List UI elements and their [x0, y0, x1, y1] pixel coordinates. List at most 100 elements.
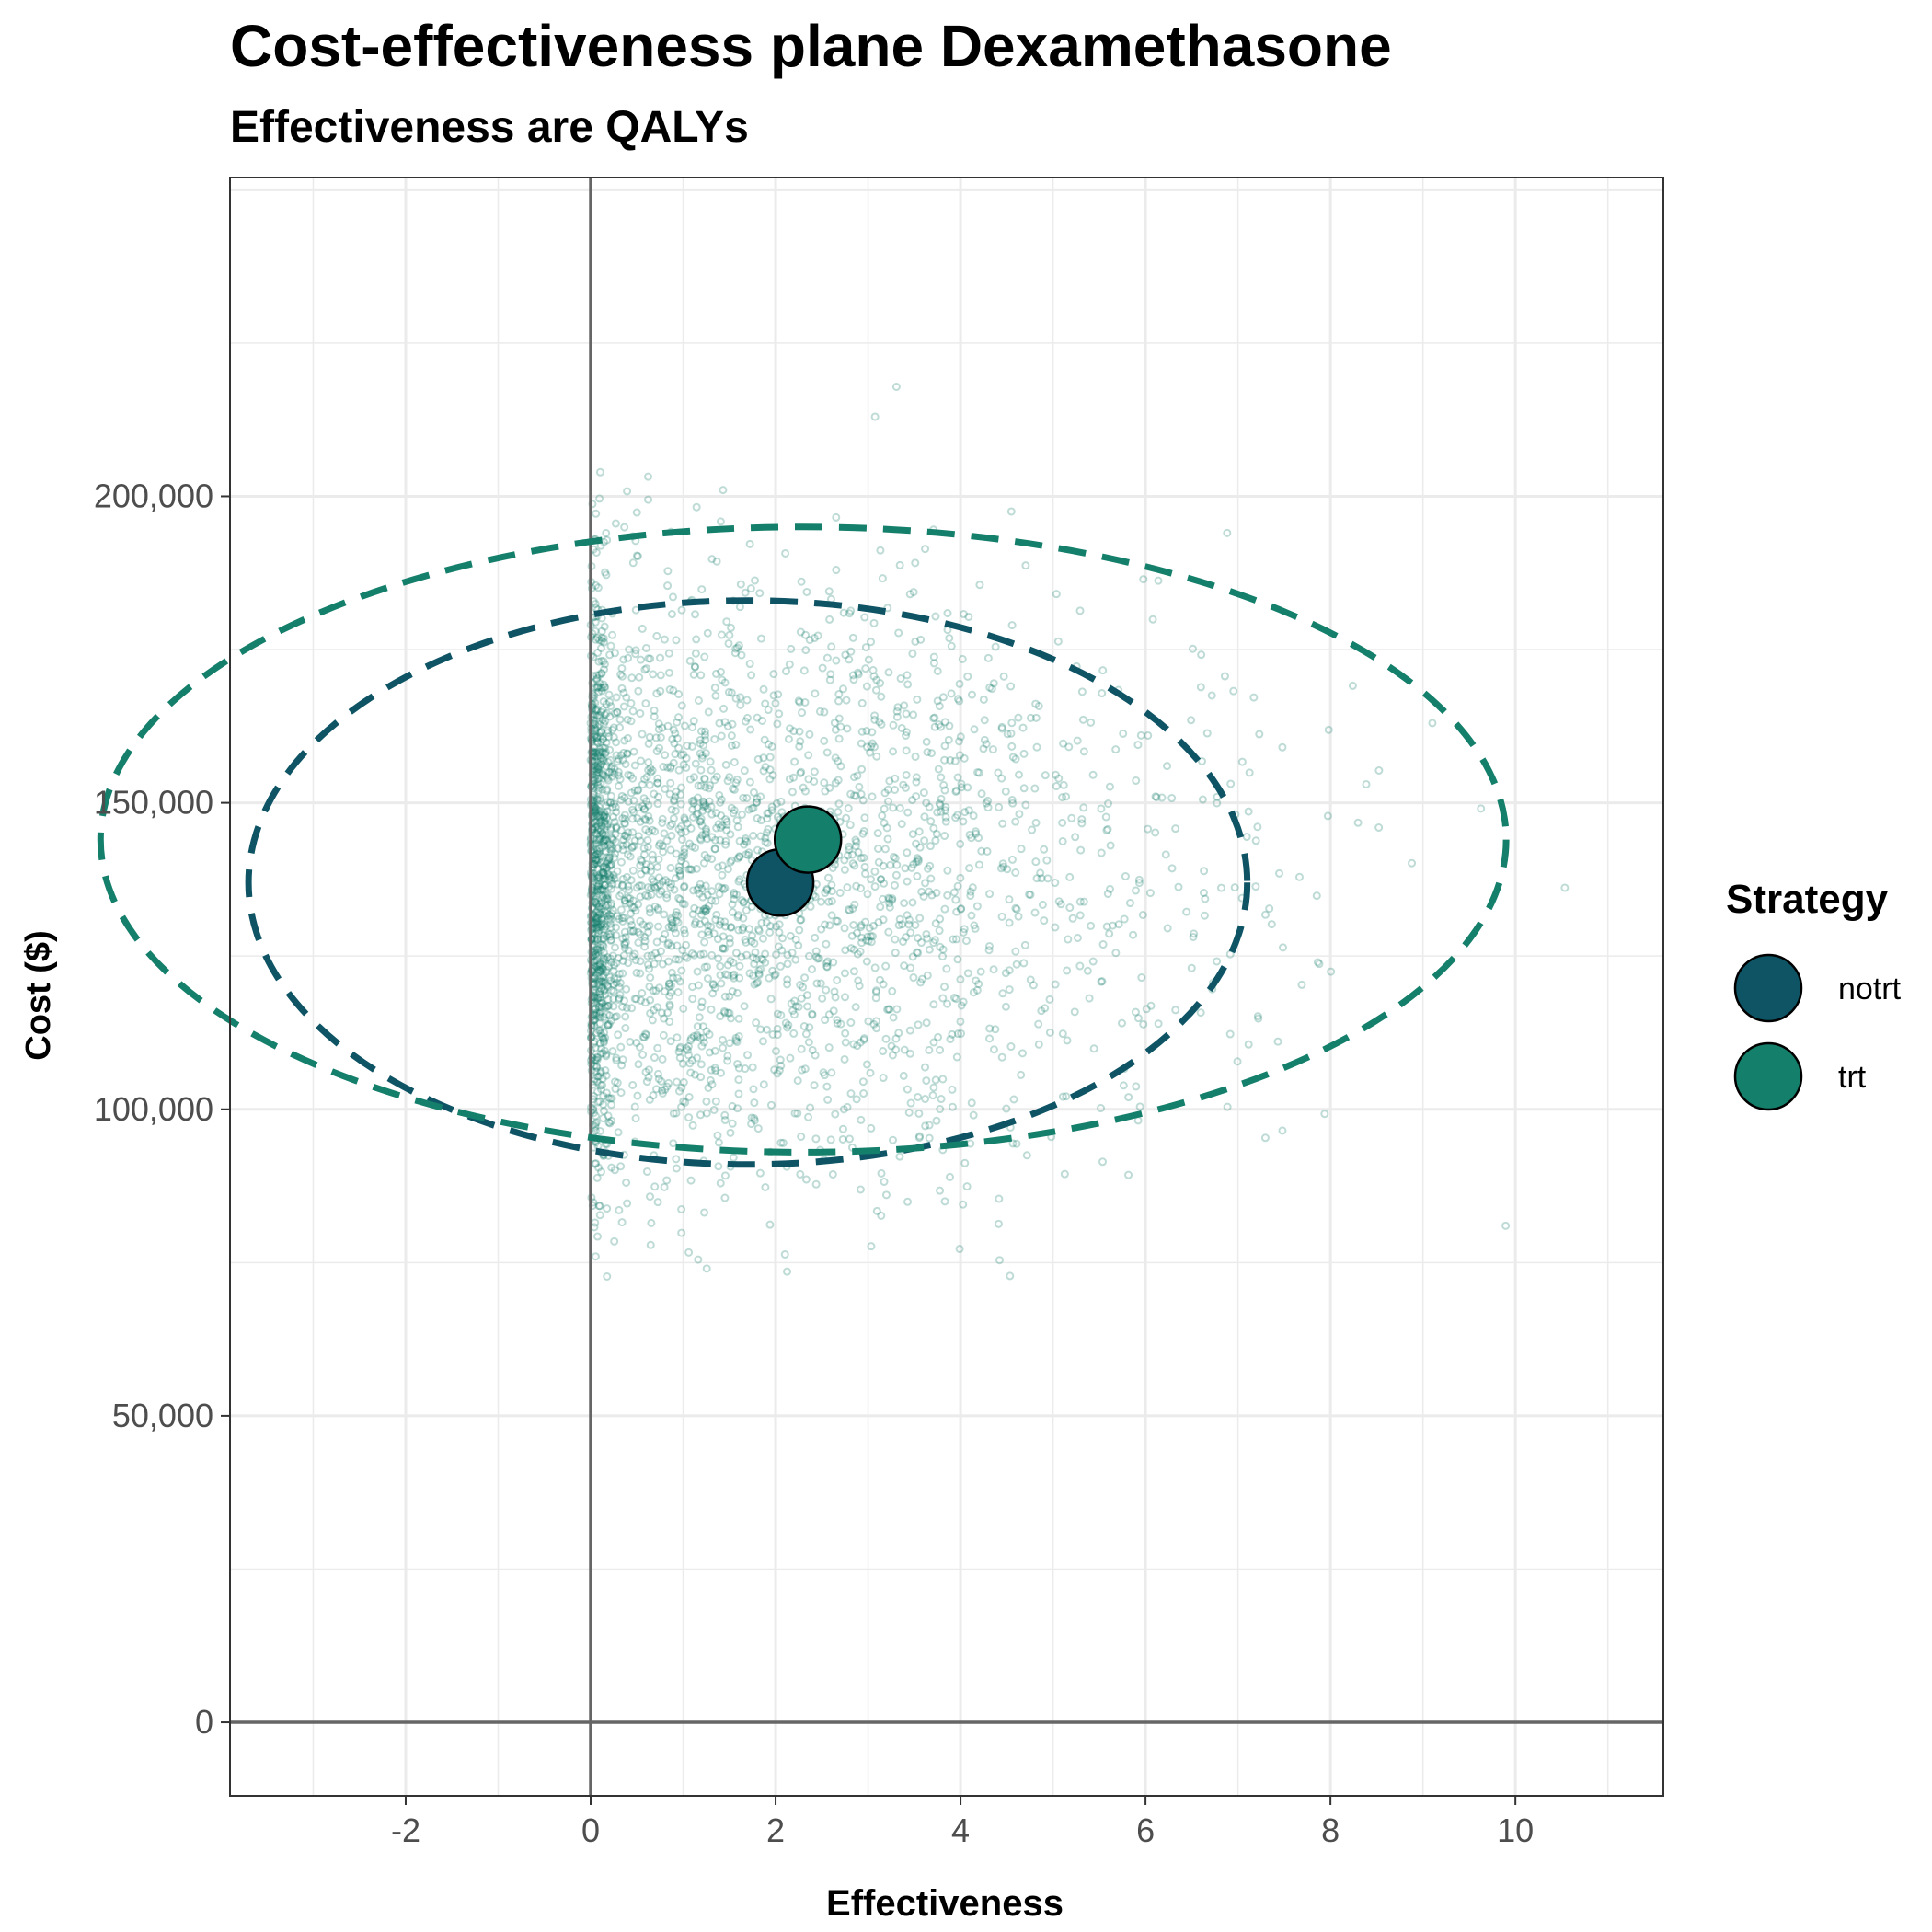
- psa-point: [936, 1186, 945, 1195]
- psa-point: [957, 1001, 966, 1010]
- psa-point: [849, 945, 858, 954]
- psa-point: [592, 733, 602, 742]
- psa-point: [1078, 715, 1087, 724]
- psa-point: [604, 961, 614, 971]
- psa-point: [593, 1072, 603, 1081]
- psa-point: [600, 861, 609, 870]
- psa-point: [1111, 949, 1121, 958]
- psa-point: [1171, 824, 1180, 834]
- psa-point: [969, 811, 978, 821]
- psa-point: [665, 789, 674, 799]
- mean-point-trt: [773, 805, 843, 874]
- psa-point: [599, 953, 608, 962]
- psa-point: [725, 1039, 734, 1048]
- psa-point: [684, 1248, 694, 1257]
- psa-point: [595, 900, 604, 909]
- psa-point: [672, 849, 681, 858]
- psa-point: [745, 539, 754, 548]
- psa-point: [607, 772, 616, 781]
- psa-point: [609, 870, 618, 880]
- psa-point: [667, 915, 676, 925]
- psa-point: [758, 1037, 767, 1046]
- psa-point: [1053, 637, 1063, 646]
- psa-point: [604, 690, 614, 699]
- psa-point: [610, 974, 619, 983]
- psa-point: [647, 1218, 656, 1227]
- psa-point: [605, 976, 615, 985]
- psa-point: [651, 986, 661, 995]
- psa-point: [703, 974, 712, 983]
- psa-point: [1098, 666, 1108, 675]
- psa-point: [638, 624, 647, 633]
- psa-point: [606, 876, 615, 885]
- psa-point: [729, 1153, 738, 1162]
- psa-point: [627, 698, 636, 707]
- psa-point: [958, 654, 967, 663]
- psa-point: [688, 983, 697, 992]
- psa-point: [864, 937, 873, 946]
- psa-point: [757, 954, 766, 963]
- psa-point: [1154, 576, 1163, 585]
- psa-point: [888, 895, 897, 904]
- psa-point: [799, 983, 808, 992]
- psa-point: [711, 896, 720, 905]
- psa-point: [861, 643, 870, 652]
- psa-point: [644, 654, 653, 663]
- psa-point: [592, 917, 601, 926]
- psa-point: [689, 796, 698, 805]
- psa-point: [650, 827, 660, 836]
- psa-point: [773, 1069, 782, 1078]
- psa-point: [929, 938, 938, 948]
- psa-point: [603, 1019, 612, 1029]
- psa-point: [594, 902, 604, 911]
- psa-point: [624, 946, 633, 955]
- psa-point: [1223, 528, 1232, 537]
- psa-point: [972, 902, 982, 911]
- psa-point: [931, 612, 940, 621]
- psa-point: [596, 886, 605, 895]
- psa-point: [776, 1061, 786, 1070]
- psa-point: [965, 830, 974, 839]
- psa-point: [749, 788, 758, 797]
- psa-point: [696, 739, 705, 748]
- psa-point: [819, 1068, 828, 1077]
- psa-point: [936, 914, 945, 924]
- psa-point: [597, 1003, 606, 1012]
- psa-point: [675, 895, 684, 904]
- psa-point: [679, 1097, 688, 1106]
- psa-point: [677, 701, 686, 710]
- psa-point: [731, 741, 741, 750]
- psa-point: [617, 672, 627, 681]
- psa-point: [927, 891, 937, 900]
- psa-point: [666, 822, 675, 831]
- psa-point: [605, 799, 615, 808]
- psa-point: [592, 675, 601, 684]
- psa-point: [879, 915, 888, 925]
- psa-point: [593, 929, 603, 938]
- psa-point: [937, 722, 946, 731]
- psa-point: [600, 880, 609, 890]
- psa-point: [883, 1005, 892, 1014]
- psa-point: [613, 707, 622, 717]
- psa-point: [932, 889, 941, 898]
- psa-point: [754, 926, 764, 936]
- psa-point: [719, 885, 728, 894]
- psa-point: [703, 853, 712, 862]
- psa-point: [596, 728, 605, 737]
- psa-point: [701, 783, 710, 792]
- psa-point: [699, 858, 708, 868]
- psa-point: [709, 1105, 719, 1114]
- psa-point: [676, 1042, 685, 1052]
- psa-point: [665, 979, 674, 988]
- psa-point: [655, 890, 664, 899]
- psa-point: [664, 979, 673, 988]
- psa-point: [628, 926, 638, 936]
- psa-point: [857, 921, 866, 930]
- psa-point: [703, 891, 712, 900]
- psa-point: [594, 1202, 604, 1211]
- psa-point: [671, 792, 680, 801]
- psa-point: [712, 910, 721, 919]
- psa-point: [591, 929, 600, 938]
- psa-point: [903, 808, 913, 817]
- psa-point: [955, 751, 964, 760]
